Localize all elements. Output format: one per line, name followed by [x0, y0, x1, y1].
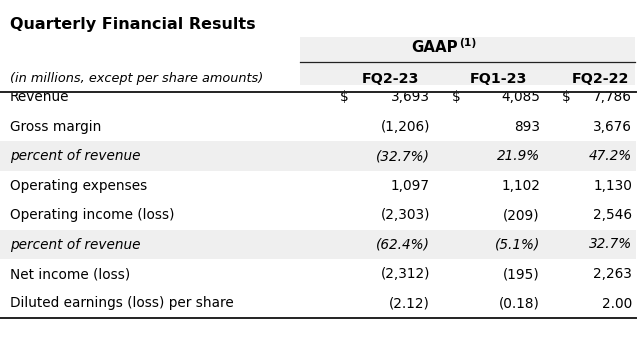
Text: 2,263: 2,263	[593, 267, 632, 281]
Text: 3,676: 3,676	[593, 119, 632, 134]
Text: 21.9%: 21.9%	[497, 149, 540, 163]
Text: 7,786: 7,786	[593, 90, 632, 104]
Text: Quarterly Financial Results: Quarterly Financial Results	[10, 17, 255, 32]
Text: $: $	[452, 90, 461, 104]
Text: 2.00: 2.00	[602, 296, 632, 311]
Text: 1,102: 1,102	[501, 178, 540, 193]
Text: 4,085: 4,085	[501, 90, 540, 104]
Text: (0.18): (0.18)	[499, 296, 540, 311]
Text: (2.12): (2.12)	[389, 296, 430, 311]
Text: percent of revenue: percent of revenue	[10, 237, 141, 252]
Text: Net income (loss): Net income (loss)	[10, 267, 131, 281]
Text: 1,097: 1,097	[391, 178, 430, 193]
Text: 2,546: 2,546	[593, 208, 632, 222]
Text: (1,206): (1,206)	[381, 119, 430, 134]
Text: 1,130: 1,130	[593, 178, 632, 193]
Text: (2,303): (2,303)	[381, 208, 430, 222]
Text: Diluted earnings (loss) per share: Diluted earnings (loss) per share	[10, 296, 234, 311]
Bar	[0, 141, 636, 171]
Text: 3,693: 3,693	[391, 90, 430, 104]
Text: (5.1%): (5.1%)	[495, 237, 540, 252]
Text: 47.2%: 47.2%	[589, 149, 632, 163]
Text: Operating income (loss): Operating income (loss)	[10, 208, 175, 222]
Text: 893: 893	[514, 119, 540, 134]
Text: (2,312): (2,312)	[381, 267, 430, 281]
Text: (209): (209)	[504, 208, 540, 222]
Text: Operating expenses: Operating expenses	[10, 178, 147, 193]
Text: FQ1-23: FQ1-23	[469, 72, 527, 86]
Text: (32.7%): (32.7%)	[376, 149, 430, 163]
Text: Gross margin: Gross margin	[10, 119, 101, 134]
Text: $: $	[562, 90, 571, 104]
Bar	[0, 230, 636, 259]
Bar	[300, 37, 635, 85]
Text: 32.7%: 32.7%	[589, 237, 632, 252]
Text: $: $	[340, 90, 349, 104]
Text: (1): (1)	[460, 38, 477, 48]
Text: (62.4%): (62.4%)	[376, 237, 430, 252]
Text: (in millions, except per share amounts): (in millions, except per share amounts)	[10, 72, 263, 85]
Text: GAAP: GAAP	[411, 40, 458, 55]
Text: (195): (195)	[503, 267, 540, 281]
Text: FQ2-22: FQ2-22	[572, 72, 628, 86]
Text: percent of revenue: percent of revenue	[10, 149, 141, 163]
Text: FQ2-23: FQ2-23	[362, 72, 419, 86]
Text: Revenue: Revenue	[10, 90, 70, 104]
